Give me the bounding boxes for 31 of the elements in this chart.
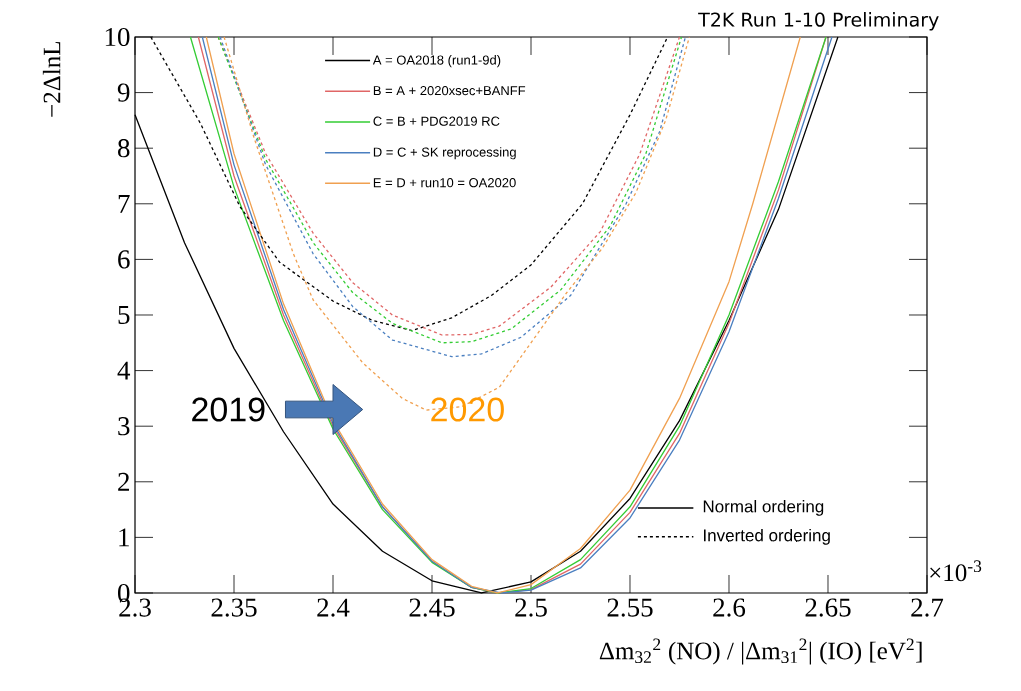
y-tick-label: 1 bbox=[119, 528, 129, 547]
annotation: Inverted ordering bbox=[704, 528, 830, 545]
legend-label: E = D + run10 = OA2020 bbox=[373, 178, 516, 188]
legend-label: D = C + SK reprocessing bbox=[373, 147, 516, 160]
y-tick-label: 10 bbox=[105, 27, 130, 47]
text: ×10$^{-3}$ bbox=[930, 560, 982, 582]
x-tick-label: 2.5 bbox=[515, 598, 547, 617]
y-tick-label: 3 bbox=[118, 417, 130, 436]
x-tick-label: 2.4 bbox=[317, 598, 350, 617]
y-tick-label: 2 bbox=[118, 472, 129, 491]
chart-title: T2K Run 1-10 Preliminary bbox=[698, 12, 939, 31]
x-tick-label: 2.65 bbox=[805, 598, 851, 617]
legend-label: A = OA2018 (run1-9d) bbox=[372, 55, 501, 68]
x-tick-label: 2.35 bbox=[211, 598, 257, 617]
y-tick-label: 6 bbox=[118, 250, 130, 269]
x-tick-label: 2.55 bbox=[607, 598, 653, 617]
x-tick-label: 2.6 bbox=[713, 598, 746, 617]
text: Δm$_{32}$$^{2}$ (NO) / |Δm$_{31}$$^{2}$| (IO) [eV$^{2}$] bbox=[599, 638, 922, 665]
legend-label: B = A + 2020xsec+BANFF bbox=[373, 86, 526, 96]
y-tick-label: 8 bbox=[118, 139, 130, 158]
y-tick-label: 4 bbox=[117, 361, 131, 380]
annotation: Normal ordering bbox=[703, 500, 824, 516]
y-tick-label: 5 bbox=[118, 306, 130, 324]
annotation: 2020 bbox=[431, 397, 504, 422]
x-tick-label: 2.45 bbox=[409, 598, 455, 617]
annotation: 2019 bbox=[192, 397, 265, 422]
y-tick-label: 9 bbox=[117, 83, 130, 102]
legend-label: C = B + PDG2019 RC bbox=[373, 116, 500, 126]
y-tick-label: 7 bbox=[118, 194, 130, 213]
y-axis-title: −2ΔlnL bbox=[42, 42, 61, 117]
x-tick-label: 2.7 bbox=[911, 598, 944, 617]
